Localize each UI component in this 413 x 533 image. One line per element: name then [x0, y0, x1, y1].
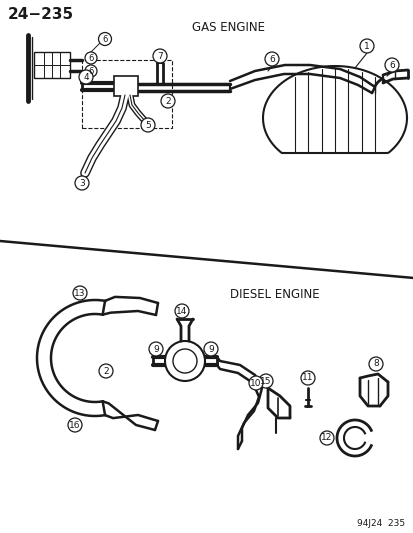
Text: 15: 15 [260, 376, 271, 385]
Circle shape [85, 65, 97, 77]
Text: 4: 4 [83, 72, 89, 82]
Circle shape [384, 58, 398, 72]
Circle shape [68, 418, 82, 432]
Circle shape [149, 342, 163, 356]
Circle shape [248, 376, 262, 390]
Text: 13: 13 [74, 288, 85, 297]
Circle shape [300, 371, 314, 385]
Text: 12: 12 [320, 433, 332, 442]
Text: 1: 1 [363, 42, 369, 51]
Text: 6: 6 [102, 35, 107, 44]
Text: 6: 6 [388, 61, 394, 69]
Circle shape [264, 52, 278, 66]
FancyBboxPatch shape [34, 52, 70, 78]
Circle shape [165, 341, 204, 381]
Polygon shape [262, 66, 406, 153]
Text: 14: 14 [176, 306, 187, 316]
Circle shape [85, 52, 97, 64]
Text: 9: 9 [153, 344, 159, 353]
Text: 6: 6 [88, 67, 93, 76]
Text: 8: 8 [372, 359, 378, 368]
Text: 16: 16 [69, 421, 81, 430]
Text: 3: 3 [79, 179, 85, 188]
Text: DIESEL ENGINE: DIESEL ENGINE [230, 288, 319, 301]
Text: 5: 5 [145, 120, 150, 130]
Text: 2: 2 [103, 367, 109, 376]
Circle shape [75, 176, 89, 190]
Circle shape [259, 374, 272, 388]
Text: 7: 7 [157, 52, 162, 61]
Circle shape [141, 118, 154, 132]
Circle shape [161, 94, 175, 108]
Text: 11: 11 [301, 374, 313, 383]
Text: 94J24  235: 94J24 235 [356, 519, 404, 528]
Text: 6: 6 [268, 54, 274, 63]
Text: 24−235: 24−235 [8, 7, 74, 22]
Circle shape [79, 70, 93, 84]
Text: GAS ENGINE: GAS ENGINE [192, 21, 264, 34]
Circle shape [204, 342, 218, 356]
Circle shape [368, 357, 382, 371]
Circle shape [73, 286, 87, 300]
Text: 9: 9 [208, 344, 214, 353]
Text: 10: 10 [249, 378, 261, 387]
Circle shape [359, 39, 373, 53]
Circle shape [99, 364, 113, 378]
Circle shape [319, 431, 333, 445]
FancyBboxPatch shape [114, 76, 138, 96]
Circle shape [175, 304, 189, 318]
Circle shape [98, 33, 111, 45]
Text: 6: 6 [88, 53, 93, 62]
Text: 2: 2 [165, 96, 171, 106]
Circle shape [153, 49, 166, 63]
